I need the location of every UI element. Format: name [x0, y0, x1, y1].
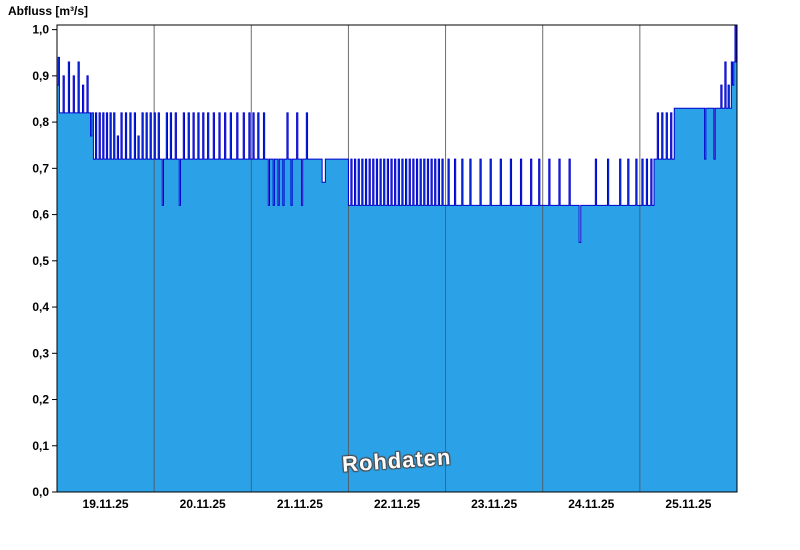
y-tick-label: 0,7	[32, 161, 49, 175]
x-tick-label: 24.11.25	[568, 497, 614, 511]
y-tick-label: 0,8	[32, 115, 49, 129]
x-tick-label: 19.11.25	[83, 497, 129, 511]
y-tick-label: 0,1	[32, 439, 49, 453]
y-tick-label: 1,0	[32, 23, 49, 37]
chart-title: Abfluss [m³/s]	[8, 4, 89, 18]
y-tick-label: 0,5	[32, 254, 49, 268]
y-tick-label: 0,4	[32, 300, 49, 314]
plot-border	[56, 24, 738, 493]
area-fill	[57, 25, 737, 492]
x-tick-label: 25.11.25	[665, 497, 711, 511]
y-tick-label: 0,2	[32, 393, 49, 407]
x-tick-label: 21.11.25	[277, 497, 323, 511]
x-tick-label: 20.11.25	[180, 497, 226, 511]
y-tick-label: 0,3	[32, 346, 49, 360]
y-tick-label: 0,9	[32, 69, 49, 83]
data-line	[57, 25, 737, 243]
y-tick-label: 0,6	[32, 208, 49, 222]
y-tick-label: 0,0	[32, 485, 49, 499]
x-tick-label: 22.11.25	[374, 497, 420, 511]
x-tick-label: 23.11.25	[471, 497, 517, 511]
